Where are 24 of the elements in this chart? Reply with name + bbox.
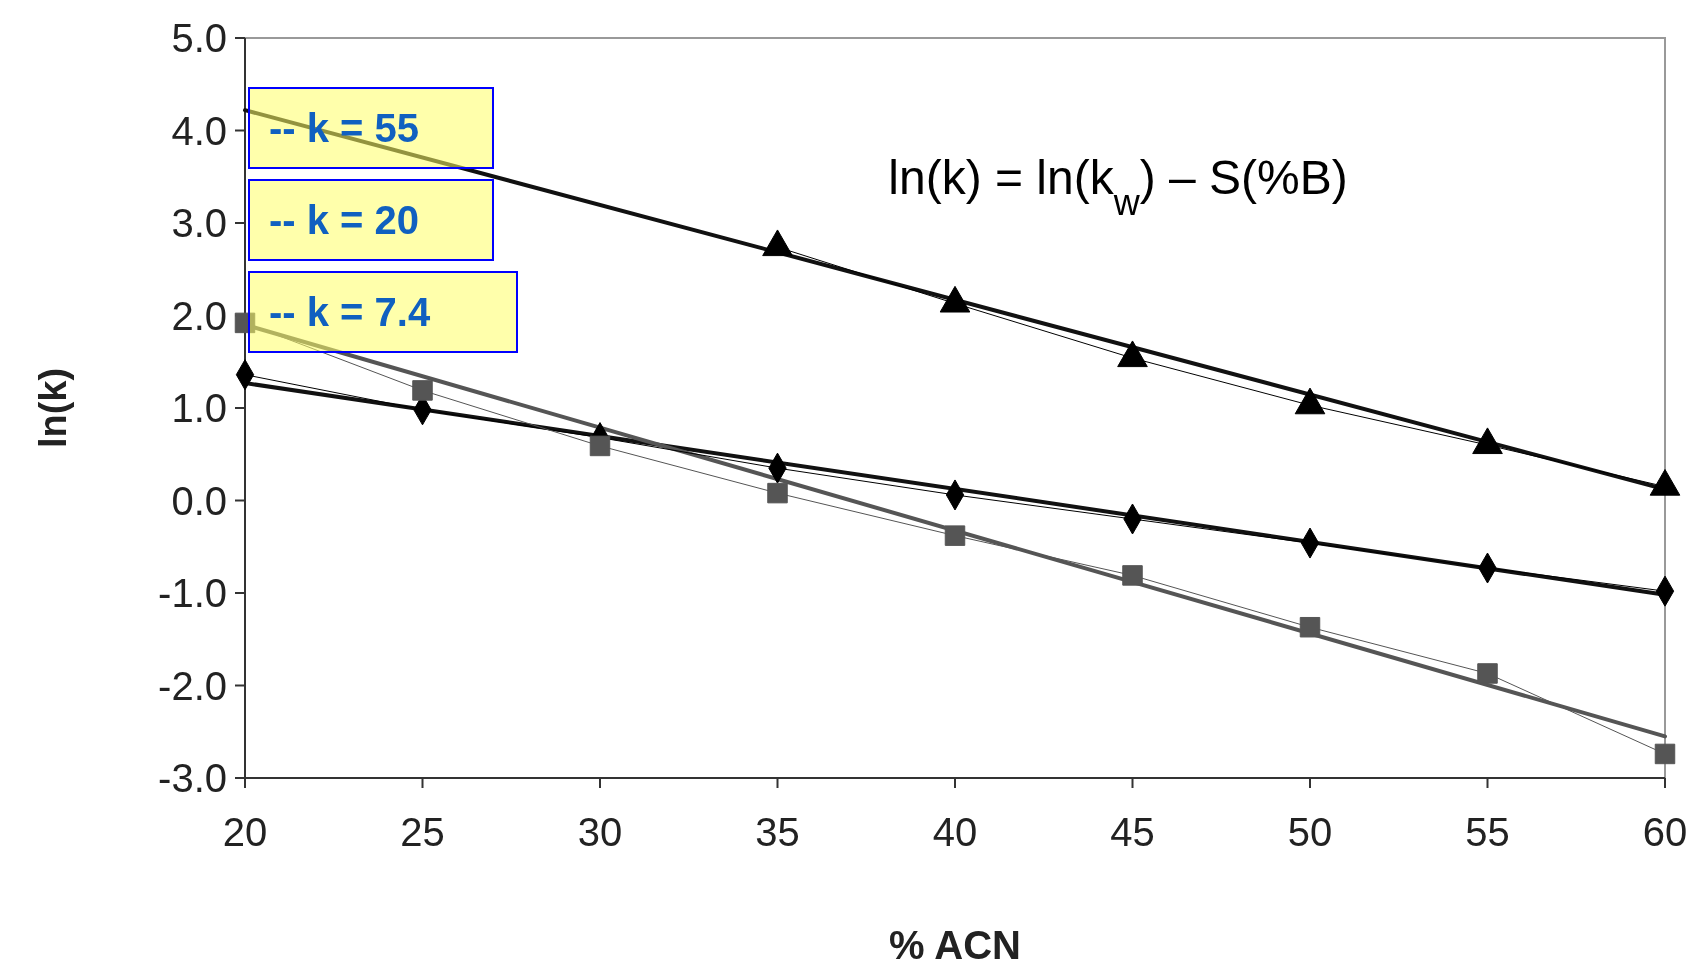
y-tick-label: 0.0 — [171, 478, 227, 523]
y-tick-label: 5.0 — [171, 16, 227, 60]
x-tick-label: 55 — [1465, 810, 1510, 854]
x-axis-title: % ACN — [889, 923, 1021, 967]
y-tick-label: -3.0 — [158, 756, 227, 800]
x-tick-label: 35 — [755, 810, 800, 854]
annotation: -- k = 7.4 — [269, 290, 431, 334]
y-tick-label: 2.0 — [171, 293, 227, 338]
y-axis-title: ln(k) — [32, 367, 74, 449]
x-tick-label: 45 — [1110, 810, 1155, 854]
y-tick-label: 4.0 — [171, 108, 227, 153]
y-tick-label: 3.0 — [171, 201, 227, 245]
y-tick-label: -1.0 — [158, 571, 227, 615]
x-tick-label: 20 — [222, 810, 268, 854]
annotation: -- k = 20 — [269, 198, 420, 242]
x-tick-label: 40 — [932, 810, 978, 854]
annotation: -- k = 55 — [269, 106, 420, 150]
x-tick-label: 60 — [1642, 810, 1688, 854]
y-tick-label: -2.0 — [158, 663, 227, 708]
x-tick-label: 30 — [577, 810, 623, 854]
x-tick-label: 50 — [1287, 810, 1333, 854]
y-tick-label: 1.0 — [171, 386, 227, 430]
x-tick-label: 25 — [400, 810, 445, 854]
annotation: ln(k) = ln(k$_{w}$) – S(%B) — [888, 151, 1348, 223]
